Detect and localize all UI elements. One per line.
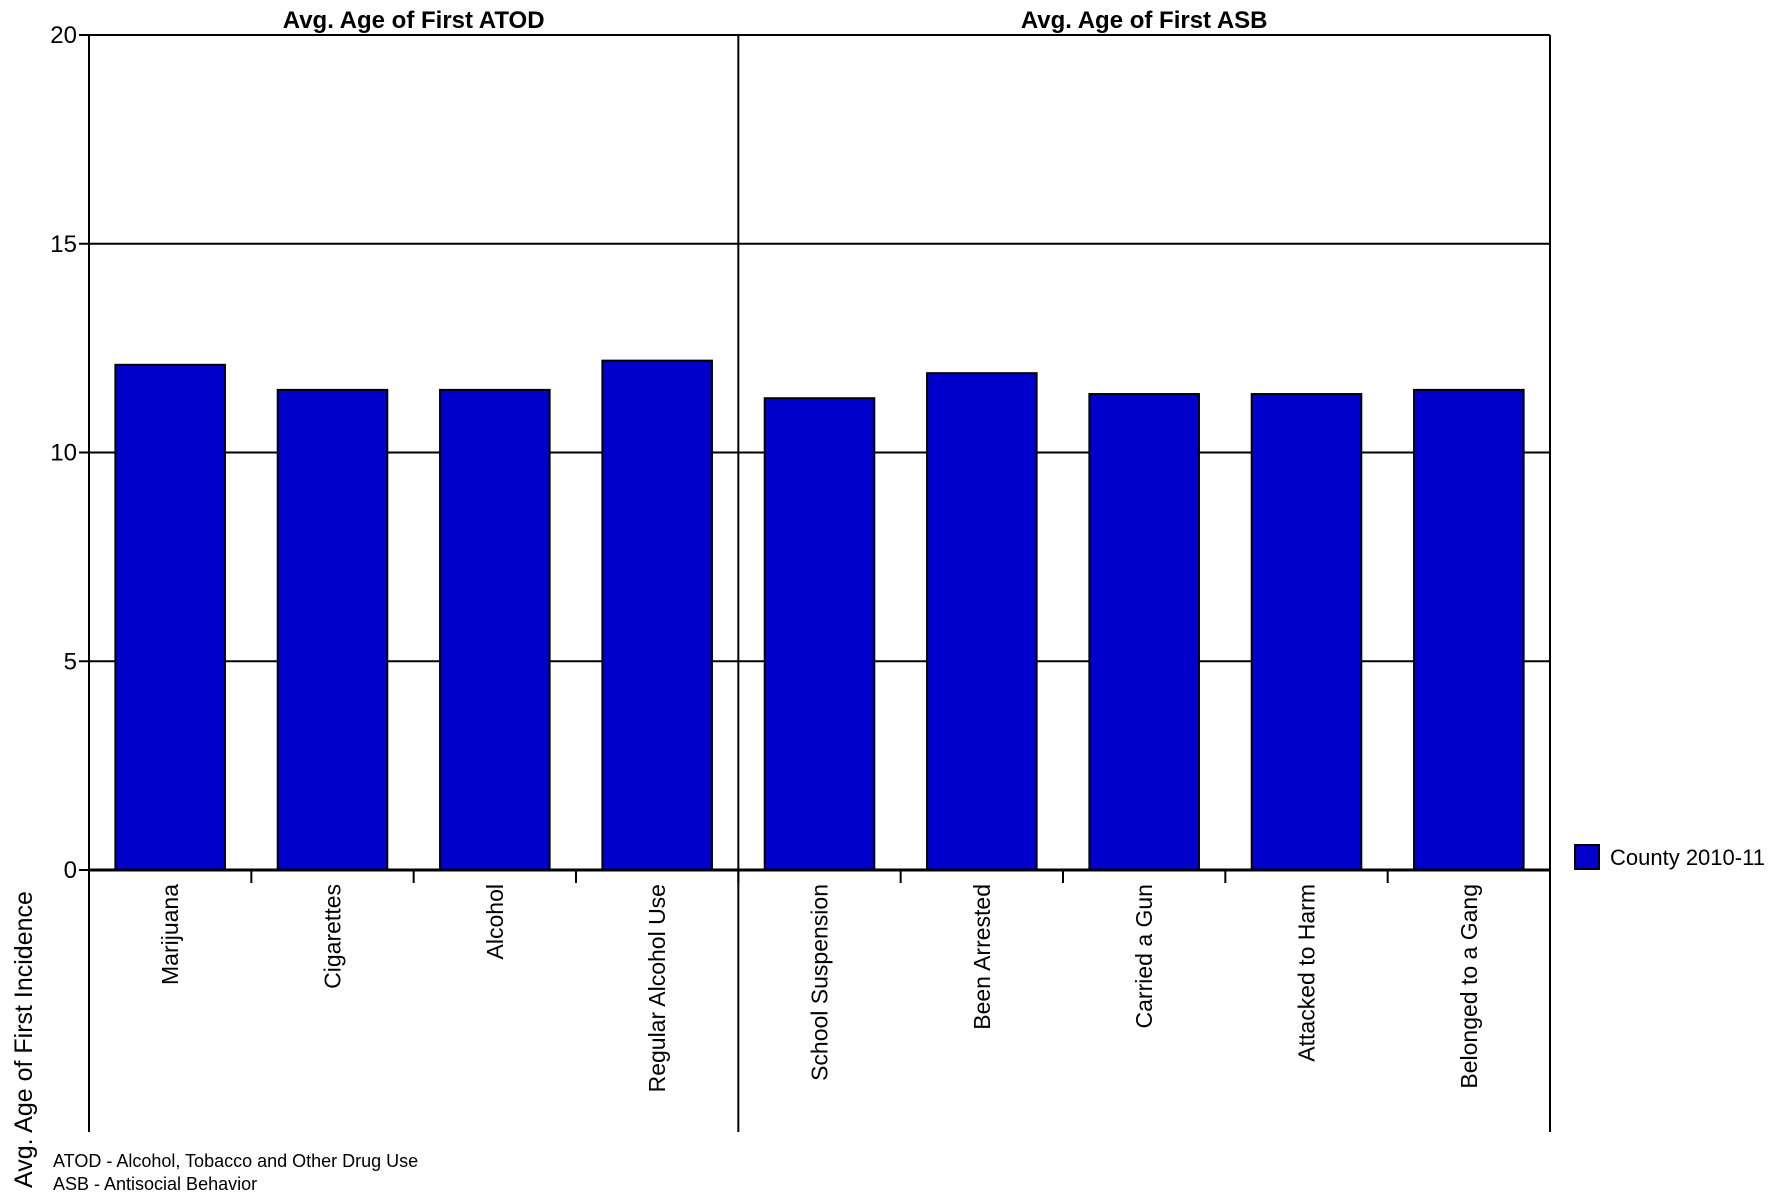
x-label-attacked-to-harm: Attacked to Harm [1294,884,1320,1062]
y-tick-label-15: 15 [50,231,77,258]
footnote-atod: ATOD - Alcohol, Tobacco and Other Drug U… [53,1151,419,1171]
bar-alcohol [439,388,551,871]
legend-swatch-0 [1574,844,1600,870]
y-tick-label-0: 0 [64,857,77,884]
bar-marijuana [114,363,226,871]
x-label-alcohol: Alcohol [482,884,508,959]
y-tick-label-5: 5 [64,648,77,675]
y-tick-label-10: 10 [50,440,77,467]
x-label-belonged-to-a-gang: Belonged to a Gang [1456,884,1482,1089]
x-label-marijuana: Marijuana [157,884,183,985]
group-title-0: Avg. Age of First ATOD [283,7,545,34]
bar-school-suspension [763,397,876,871]
x-label-school-suspension: School Suspension [807,884,833,1081]
group-title-1: Avg. Age of First ASB [1021,7,1268,34]
x-label-cigarettes: Cigarettes [320,884,346,989]
legend-label-0: County 2010-11 [1610,845,1765,870]
bar-attacked-to-harm [1250,393,1363,871]
y-tick-label-20: 20 [50,22,77,49]
bar-carried-a-gun [1088,393,1200,871]
footnote-asb: ASB - Antisocial Behavior [53,1174,258,1194]
bar-regular-alcohol-use [601,359,713,871]
x-label-carried-a-gun: Carried a Gun [1131,884,1157,1028]
bar-belonged-to-a-gang [1413,388,1525,871]
bar-been-arrested [926,372,1038,871]
y-axis-title: Avg. Age of First Incidence [10,891,38,1188]
bar-cigarettes [276,388,389,871]
x-label-been-arrested: Been Arrested [969,884,995,1030]
x-label-regular-alcohol-use: Regular Alcohol Use [644,884,670,1092]
